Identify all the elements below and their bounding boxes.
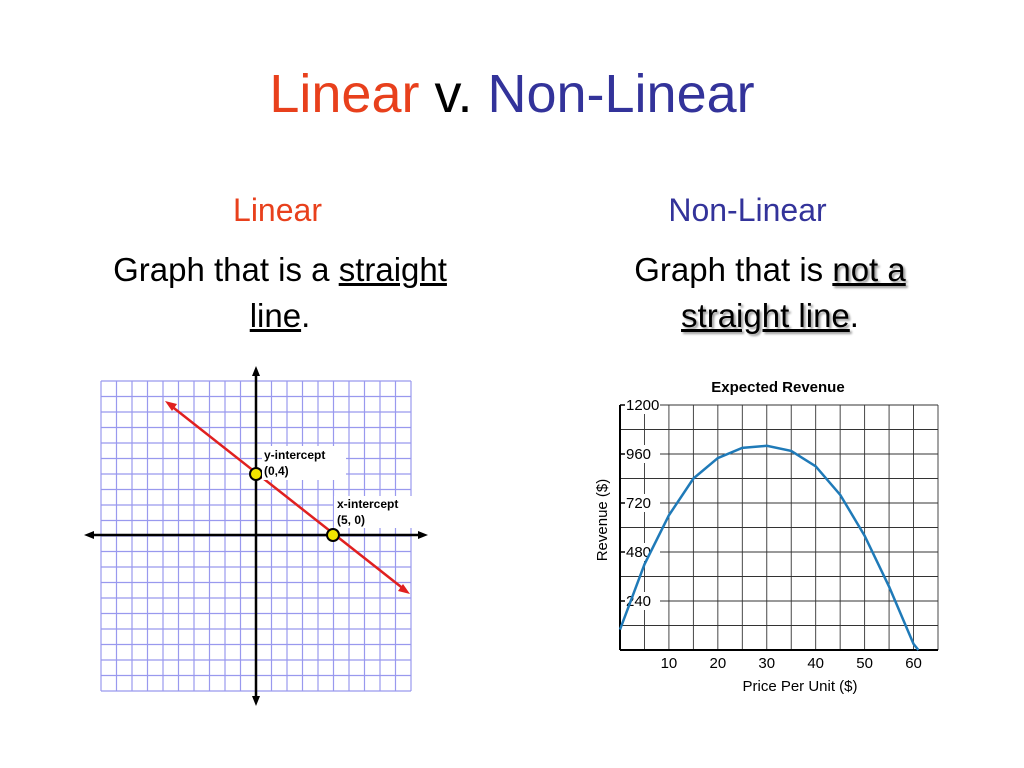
chart-x-tick-label: 20	[710, 655, 727, 672]
chart-y-tick-bg	[624, 445, 660, 463]
chart-title: Expected Revenue	[711, 379, 844, 396]
nonlinear-desc-text: Graph that is	[634, 251, 833, 288]
nonlinear-description: Graph that is not a straight line.	[560, 247, 980, 339]
chart-y-tick-label: 720	[626, 495, 651, 512]
linear-heading: Linear	[233, 192, 322, 228]
chart-y-tick-bg	[624, 396, 660, 414]
chart-y-tick-label: 480	[626, 544, 651, 561]
chart-x-tick-label: 50	[856, 655, 873, 672]
chart-x-tick-label: 60	[905, 655, 922, 672]
x-intercept-label: x-intercept	[337, 497, 398, 511]
red-line-arrow-end	[398, 584, 410, 594]
nonlinear-desc-underline-not-a: not a	[832, 251, 906, 288]
red-line-arrow-start	[165, 401, 177, 411]
linear-description: Graph that is a straight line.	[60, 247, 500, 339]
title-linear: Linear	[269, 64, 420, 124]
nonlinear-heading: Non-Linear	[668, 192, 827, 228]
y-intercept-label: y-intercept	[264, 448, 325, 462]
x-intercept-label-bg	[334, 496, 414, 528]
y-axis-arrow-down	[252, 696, 260, 706]
title-nonlinear: Non-Linear	[487, 64, 755, 124]
chart-x-tick-label: 10	[661, 655, 678, 672]
y-intercept-label-bg	[262, 446, 346, 480]
linear-desc-underline-straight: straight	[338, 251, 447, 288]
linear-red-line	[169, 404, 406, 591]
x-intercept-point	[326, 528, 340, 542]
linear-graph-axes	[84, 366, 428, 706]
revenue-curve	[618, 444, 920, 651]
x-intercept-value: (5, 0)	[337, 513, 365, 527]
chart-y-tick-bg	[624, 494, 660, 512]
x-axis-arrow-left	[84, 531, 94, 539]
linear-desc-text: Graph that is a	[113, 251, 339, 288]
y-intercept-value: (0,4)	[264, 464, 289, 478]
nonlinear-desc-underline-straight-line: straight line	[681, 297, 850, 334]
slide-title: Linear v. Non-Linear	[0, 62, 1024, 126]
title-versus: v.	[419, 64, 488, 124]
chart-y-axis-label: Revenue ($)	[594, 479, 611, 562]
chart-grid	[619, 404, 939, 651]
chart-x-axis-label: Price Per Unit ($)	[742, 678, 857, 695]
linear-desc-period: .	[301, 297, 311, 334]
chart-y-tick-label: 960	[626, 446, 651, 463]
chart-y-tick-label: 1200	[626, 397, 659, 414]
chart-x-tick-label: 40	[807, 655, 824, 672]
chart-x-tick-label: 30	[758, 655, 775, 672]
linear-desc-underline-line: line	[249, 297, 302, 334]
nonlinear-desc-period: .	[849, 297, 859, 334]
chart-y-tick-bg	[624, 543, 660, 561]
y-axis-arrow-up	[252, 366, 260, 376]
x-axis-arrow-right	[418, 531, 428, 539]
